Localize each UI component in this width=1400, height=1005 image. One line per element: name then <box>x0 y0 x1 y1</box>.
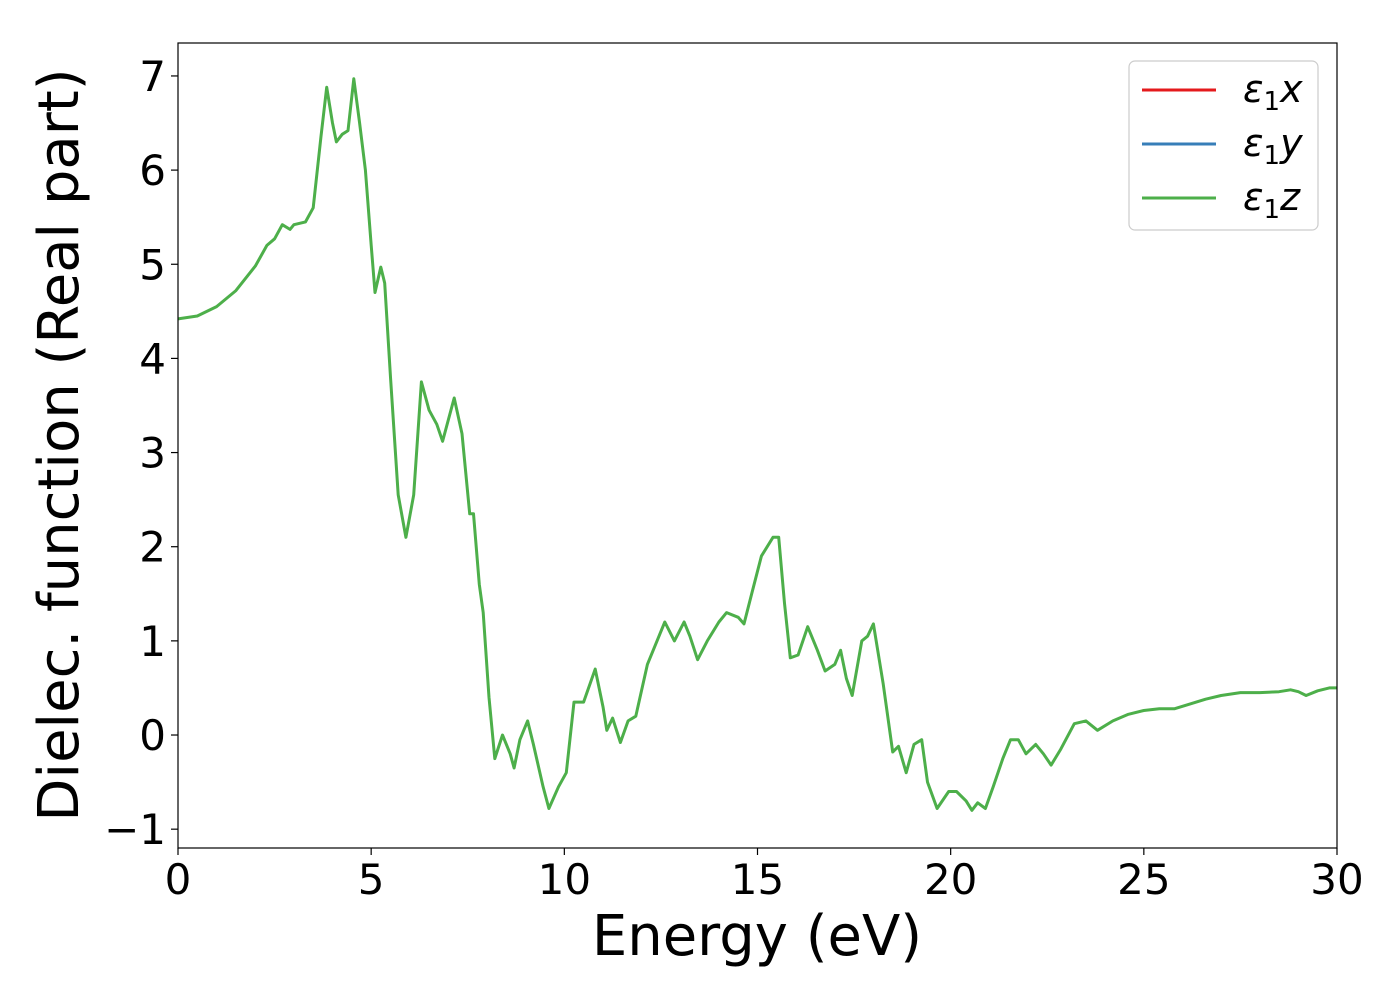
y-axis-label: Dielec. function (Real part) <box>27 68 92 821</box>
x-tick-label: 20 <box>924 855 977 904</box>
y-tick-label: −1 <box>104 805 166 854</box>
y-tick-label: 0 <box>139 711 166 760</box>
x-axis-label: Energy (eV) <box>592 904 922 969</box>
legend-frame <box>1128 60 1319 231</box>
x-tick-label: 5 <box>358 855 385 904</box>
series-line-1 <box>177 77 1337 812</box>
y-tick-label: 3 <box>139 429 166 478</box>
x-tick-label: 15 <box>731 855 784 904</box>
y-tick-label: 5 <box>139 240 166 289</box>
x-tick-label: 30 <box>1310 855 1363 904</box>
y-axis: −1 0 1 2 3 4 5 6 7 <box>104 52 178 854</box>
y-tick-label: 7 <box>139 52 166 101</box>
legend-label-1: ε1x <box>1243 67 1303 117</box>
x-tick-label: 25 <box>1117 855 1170 904</box>
x-axis: 0 5 10 15 20 25 30 <box>165 848 1364 904</box>
legend-label-3: ε1z <box>1243 175 1301 225</box>
y-tick-label: 6 <box>139 146 166 195</box>
y-tick-label: 1 <box>139 617 166 666</box>
y-tick-label: 2 <box>139 523 166 572</box>
legend-label-2: ε1y <box>1243 121 1303 171</box>
x-tick-label: 0 <box>165 855 192 904</box>
y-tick-label: 4 <box>139 334 166 383</box>
x-tick-label: 10 <box>538 855 591 904</box>
